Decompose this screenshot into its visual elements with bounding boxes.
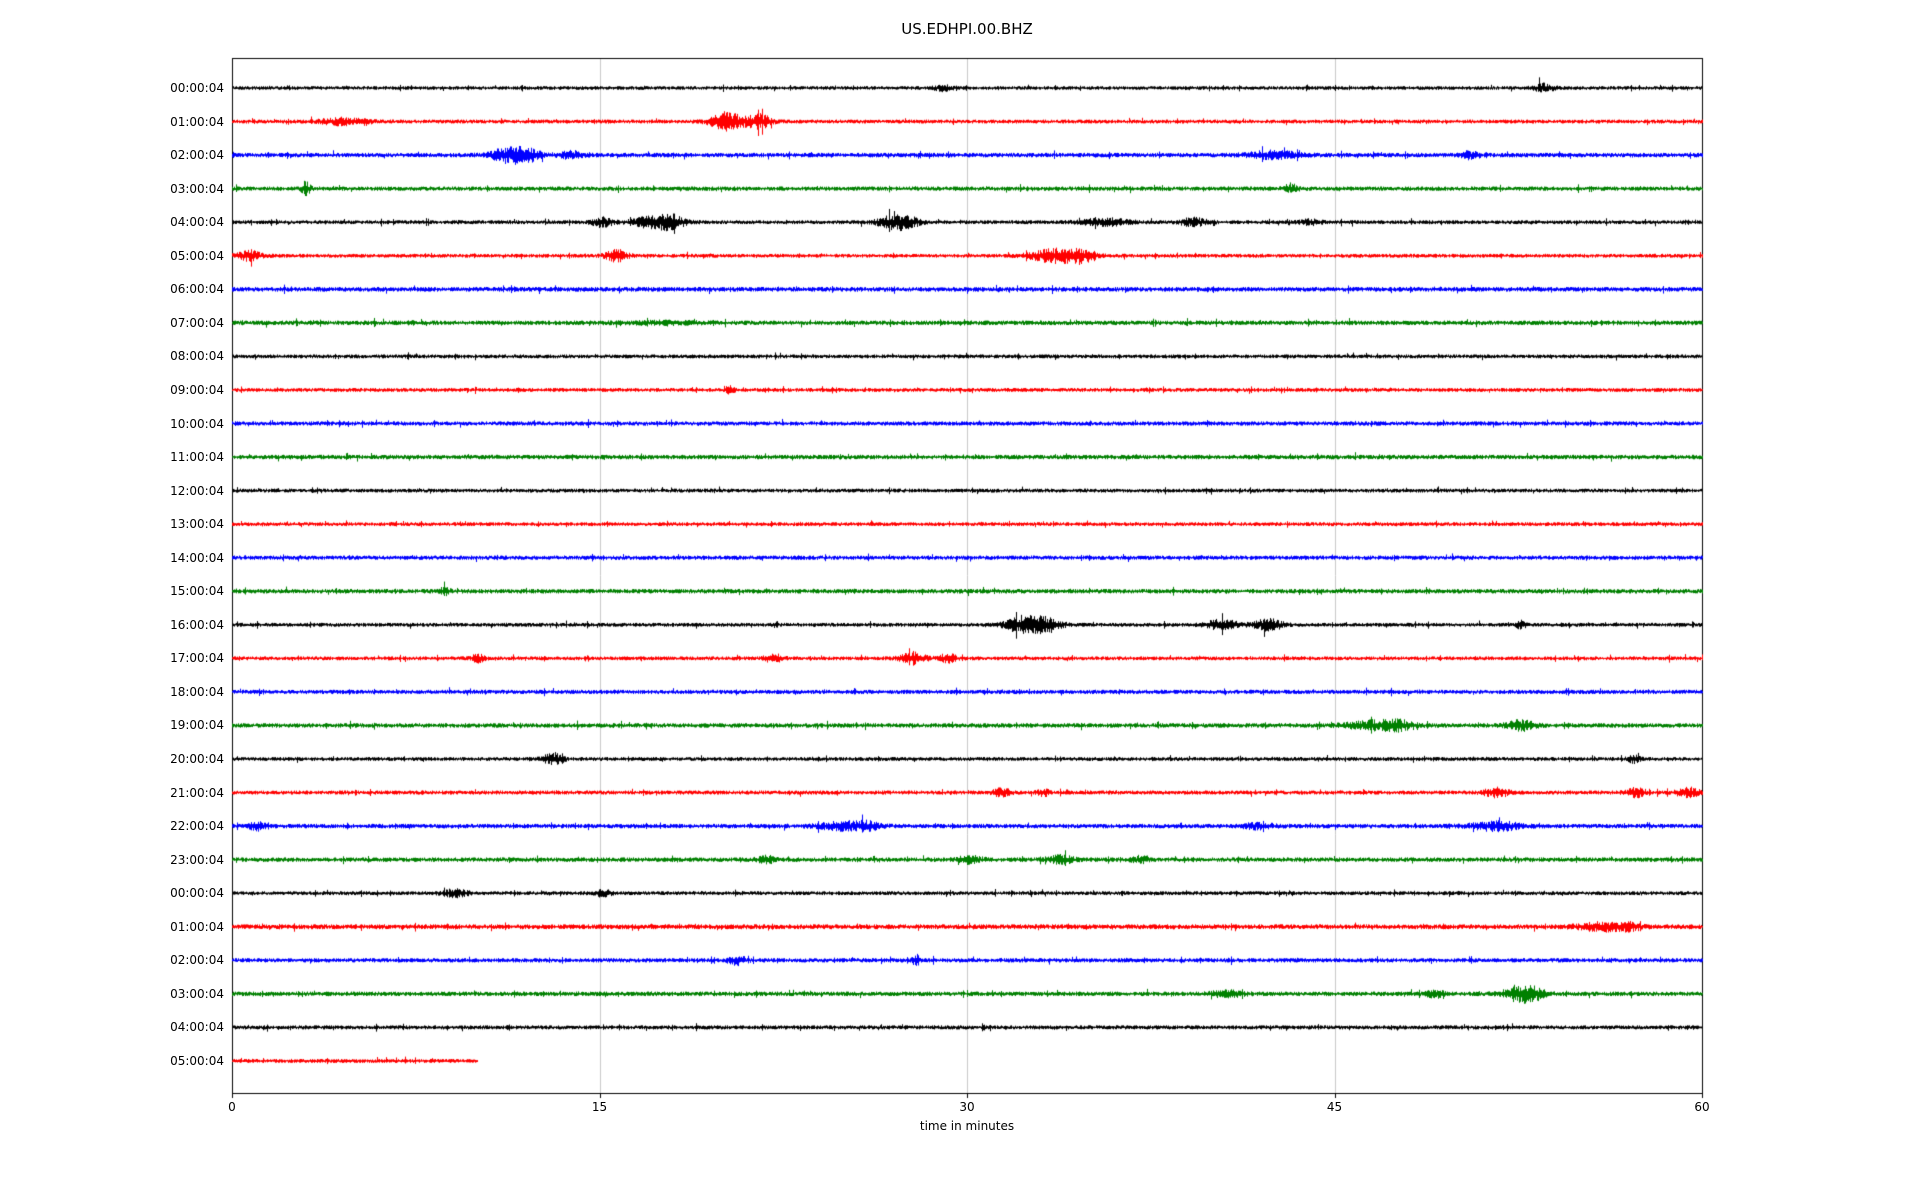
x-tick-label: 30 xyxy=(959,1100,975,1114)
trace-start-time-label: 15:00:04 xyxy=(170,584,224,599)
trace-start-time-label: 20:00:04 xyxy=(170,752,224,766)
trace-start-time-label: 04:00:04 xyxy=(170,215,224,230)
trace-start-time-label: 09:00:04 xyxy=(170,382,224,397)
trace-start-time-label: 18:00:04 xyxy=(170,684,224,699)
trace-start-time-label: 01:00:04 xyxy=(170,114,224,129)
trace-start-time-label: 03:00:04 xyxy=(170,986,224,1001)
trace-start-time-label: 23:00:04 xyxy=(170,852,224,867)
trace-start-time-label: 06:00:04 xyxy=(170,282,224,297)
trace-start-time-label: 04:00:04 xyxy=(170,1020,224,1035)
trace-start-time-label: 14:00:04 xyxy=(170,550,224,565)
trace-start-time-label: 17:00:04 xyxy=(170,651,224,666)
trace-start-time-label: 13:00:04 xyxy=(170,517,224,532)
x-tick-label: 0 xyxy=(228,1100,236,1114)
trace-start-time-label: 10:00:04 xyxy=(170,416,224,431)
trace-start-time-label: 11:00:04 xyxy=(170,450,224,465)
x-tick-label: 60 xyxy=(1694,1100,1710,1114)
trace-start-time-label: 21:00:04 xyxy=(170,785,224,800)
trace-start-time-label: 12:00:04 xyxy=(170,483,224,498)
trace-start-time-label: 08:00:04 xyxy=(170,349,224,364)
trace-start-time-label: 01:00:04 xyxy=(170,919,224,934)
trace-start-time-label: 16:00:04 xyxy=(170,617,224,632)
trace-start-time-label: 22:00:04 xyxy=(170,819,224,834)
trace-start-time-label: 00:00:04 xyxy=(170,81,224,95)
trace-start-time-label: 19:00:04 xyxy=(170,718,224,733)
trace-start-time-label: 02:00:04 xyxy=(170,953,224,968)
trace-start-time-label: 02:00:04 xyxy=(170,148,224,163)
trace-start-time-label: 07:00:04 xyxy=(170,315,224,330)
trace-start-time-label: 00:00:04 xyxy=(170,886,224,901)
trace-start-time-label: 05:00:04 xyxy=(170,248,224,263)
x-tick-label: 15 xyxy=(591,1100,608,1114)
trace-start-time-label: 05:00:04 xyxy=(170,1053,224,1068)
trace-start-time-label: 03:00:04 xyxy=(170,181,224,196)
x-axis-label: time in minutes xyxy=(919,1119,1015,1133)
x-tick-label: 45 xyxy=(1326,1100,1343,1114)
